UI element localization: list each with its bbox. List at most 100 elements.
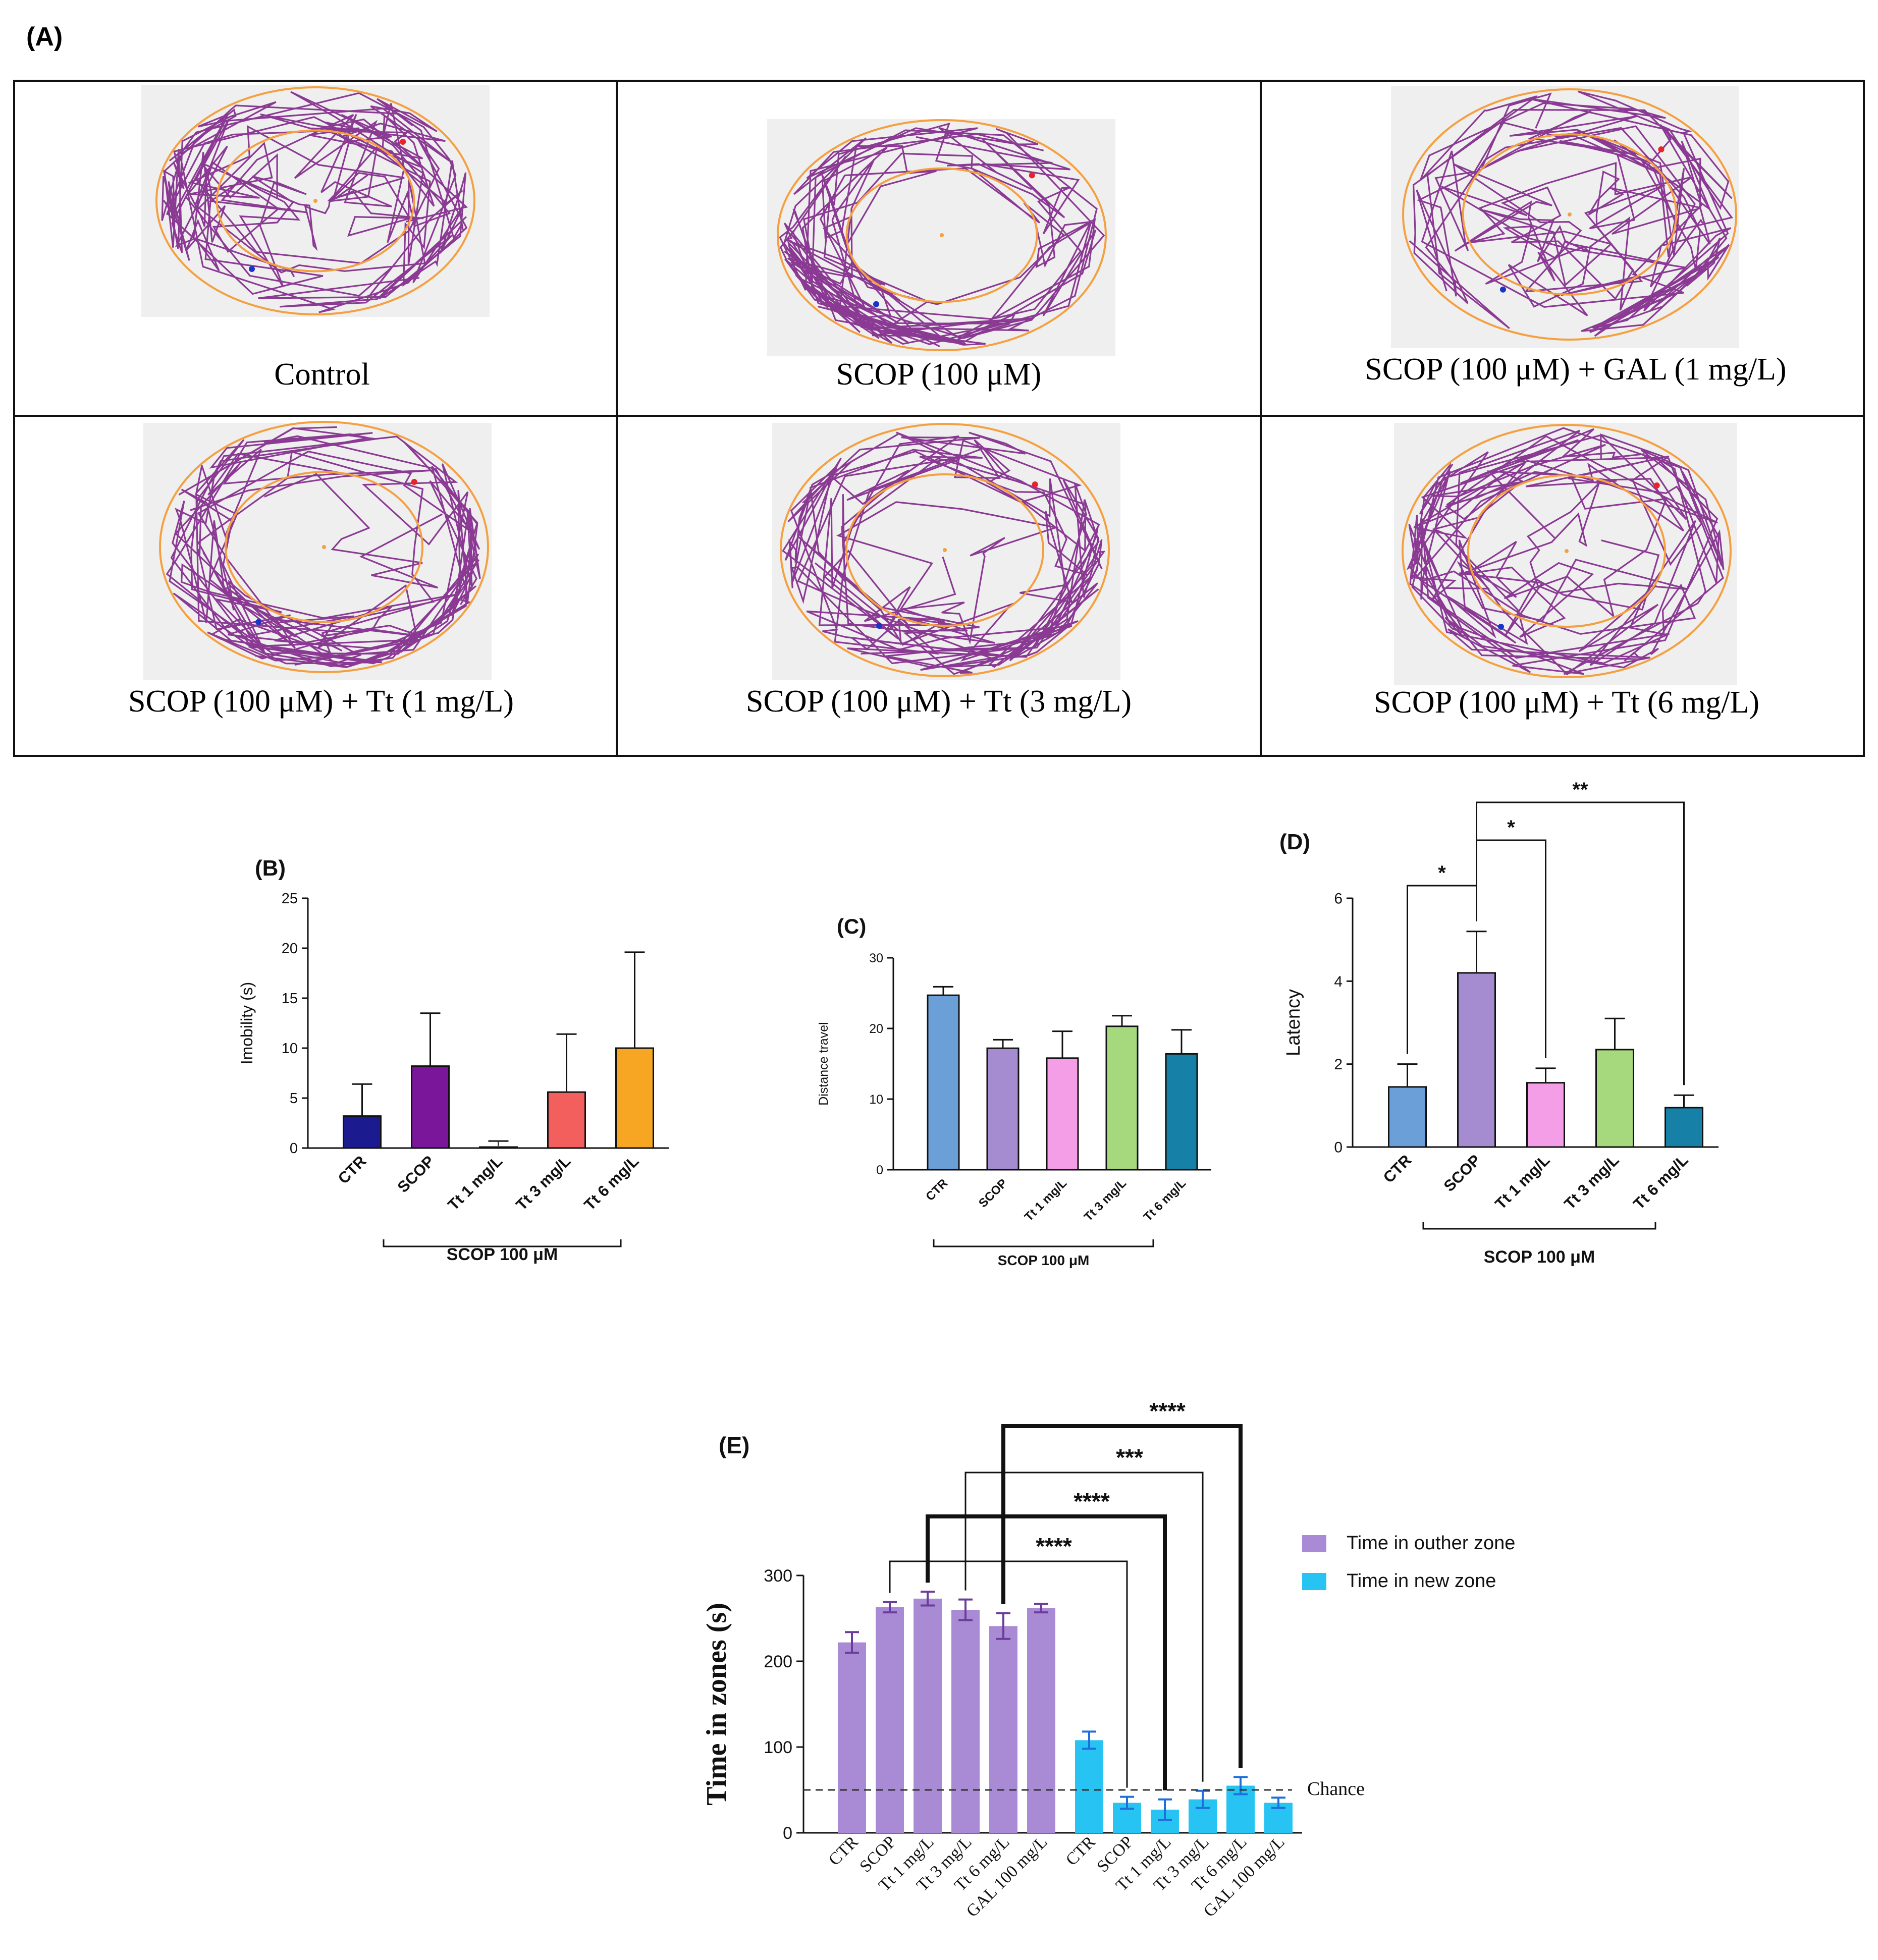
significance-bracket — [889, 1560, 1128, 1788]
swim-track-outer — [1413, 428, 1718, 676]
tracking-tile-scop: SCOP (100 μM) — [767, 119, 1115, 392]
swim-track-wall — [161, 92, 467, 313]
arena-plot — [143, 421, 492, 680]
swim-track-wall — [779, 127, 1105, 347]
x-tick-label: Tt 1 mg/L — [1491, 1151, 1553, 1213]
x-tick-label: Tt 6 mg/L — [1141, 1176, 1189, 1224]
tracking-grid: Control SCOP (100 μM) SCOP (100 μM) + GA… — [13, 80, 1865, 757]
track-end-dot — [1498, 624, 1504, 630]
y-tick-label: 10 — [282, 1041, 298, 1057]
bar-outer-1 — [876, 1607, 904, 1833]
group-bracket-label: SCOP 100 μM — [1484, 1247, 1595, 1267]
track-start-dot — [1029, 172, 1035, 179]
x-tick-label: Tt 3 mg/L — [512, 1152, 574, 1214]
x-tick-label: Tt 6 mg/L — [580, 1152, 642, 1214]
y-tick-label: 0 — [876, 1163, 883, 1177]
panel-letter: (D) — [1279, 830, 1310, 854]
group-bracket-label: SCOP 100 μM — [447, 1245, 558, 1264]
chart-b-immobility: (B) 0 5 10 15 20 25 Imobility (s) CTR SCOP Tt 1 mg… — [238, 856, 669, 1264]
swim-track-wall — [1406, 427, 1725, 675]
arena-inner-ring — [1462, 133, 1678, 296]
swim-track-outer — [1417, 92, 1733, 312]
significance-bracket — [964, 1472, 1204, 1782]
group-bracket — [383, 1239, 622, 1247]
x-tick-label: Tt 1 mg/L — [444, 1152, 506, 1214]
tracking-tile-control: Control — [141, 85, 490, 392]
bar-ctr — [1388, 1086, 1427, 1148]
swim-track-inner — [814, 501, 1059, 645]
arena-inner-ring — [845, 473, 1044, 627]
track-end-dot — [873, 301, 879, 307]
bar-outer-5 — [1027, 1608, 1055, 1833]
swim-track-wall — [1409, 90, 1733, 337]
y-tick-label: 100 — [764, 1738, 792, 1757]
panel-a-letter: (A) — [26, 22, 63, 51]
track-end-dot — [255, 619, 261, 625]
tracking-tile-scop-gal: SCOP (100 μM) + GAL (1 mg/L) — [1365, 86, 1787, 387]
bar-scop — [986, 1047, 1020, 1171]
panel-letter: (B) — [255, 856, 286, 881]
panel-letter: (E) — [719, 1432, 749, 1458]
significance-label: * — [1438, 862, 1446, 884]
legend-swatch — [1302, 1535, 1326, 1552]
significance-label: ** — [1572, 779, 1588, 801]
track-end-dot — [249, 266, 255, 272]
y-tick-label: 300 — [764, 1566, 792, 1586]
y-tick-label: 25 — [282, 891, 298, 907]
group-bracket-label: SCOP 100 μM — [998, 1253, 1090, 1268]
bar-tt-1-mg/l — [479, 1146, 518, 1149]
tracking-label: SCOP (100 μM) + GAL (1 mg/L) — [1365, 352, 1786, 387]
swim-track-inner — [1440, 154, 1701, 316]
y-tick-label: 10 — [869, 1093, 883, 1107]
y-axis-label: Imobility (s) — [238, 982, 256, 1065]
track-start-dot — [1658, 146, 1665, 153]
swim-track-inner — [1457, 470, 1689, 638]
arena-outer-ring — [155, 86, 475, 315]
tracking-label: SCOP (100 μM) + Tt (1 mg/L) — [128, 684, 514, 719]
tracking-tile-scop-tt6: SCOP (100 μM) + Tt (6 mg/L) — [1374, 423, 1759, 720]
x-tick-label: Tt 1 mg/L — [1022, 1176, 1070, 1224]
significance-label: * — [1507, 816, 1515, 839]
panel-letter: (C) — [837, 914, 866, 938]
bar-ctr — [343, 1115, 382, 1149]
arena-inner-ring — [216, 129, 415, 273]
grid-frame — [13, 80, 1865, 757]
y-tick-label: 6 — [1334, 891, 1343, 907]
track-start-dot — [1032, 481, 1038, 487]
y-tick-label: 15 — [282, 991, 298, 1007]
y-tick-label: 2 — [1334, 1056, 1343, 1073]
x-tick-label: Tt 3 mg/L — [1082, 1176, 1130, 1224]
chance-label: Chance — [1307, 1778, 1365, 1800]
x-tick-label: SCOP — [976, 1176, 1010, 1210]
x-tick-label: CTR — [1380, 1151, 1415, 1186]
bar-new-0 — [1075, 1740, 1103, 1833]
y-tick-label: 5 — [290, 1091, 298, 1107]
swim-track-wall — [166, 426, 481, 668]
tracking-label: SCOP (100 μM) — [836, 357, 1041, 392]
swim-track-inner — [264, 473, 443, 589]
tracking-label: SCOP (100 μM) + Tt (6 mg/L) — [1374, 685, 1759, 720]
arena-outer-ring — [1402, 88, 1737, 341]
arena-center-dot — [322, 545, 326, 549]
tracking-label: SCOP (100 μM) + Tt (3 mg/L) — [746, 684, 1132, 719]
bar-tt-6-mg/l — [615, 1047, 654, 1149]
arena-outer-ring — [159, 421, 489, 673]
bar-tt-1-mg/l — [1046, 1057, 1079, 1171]
x-tick-label: SCOP — [394, 1152, 438, 1196]
x-tick-label: Tt 6 mg/L — [1630, 1151, 1691, 1213]
track-start-dot — [400, 139, 406, 145]
legend-label: Time in new zone — [1347, 1570, 1496, 1592]
significance-label: *** — [1116, 1444, 1143, 1471]
group-bracket — [933, 1239, 1154, 1247]
y-axis-label: Time in zones (s) — [701, 1603, 732, 1806]
bar-tt-1-mg/l — [1526, 1082, 1565, 1148]
tracking-label: Control — [274, 357, 369, 392]
y-tick-label: 0 — [783, 1824, 792, 1843]
significance-bracket — [926, 1514, 1167, 1790]
significance-label: **** — [1074, 1488, 1110, 1514]
swim-track-wall — [787, 431, 1106, 674]
bar-outer-2 — [914, 1598, 942, 1833]
chart-d-latency: (D) 0 2 4 6 Latency CTR SCOP Tt 1 mg/L Tt 3 mg/L T… — [1279, 779, 1719, 1267]
